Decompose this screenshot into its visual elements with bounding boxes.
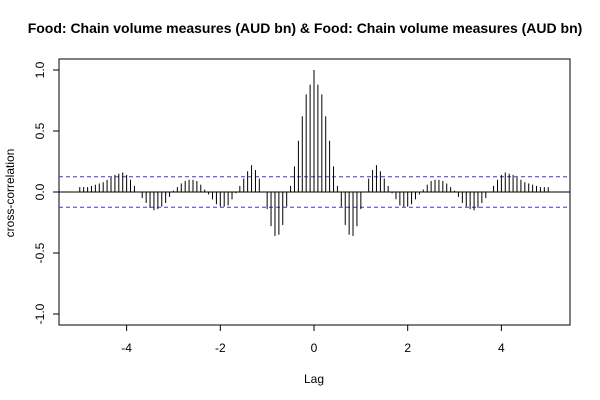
x-tick-label: 0 [311,341,318,355]
y-tick-label: -1.0 [33,303,47,324]
x-tick-label: -2 [215,341,226,355]
y-tick-label: -0.5 [33,242,47,263]
x-tick-label: 4 [498,341,505,355]
chart-title: Food: Chain volume measures (AUD bn) & F… [28,20,583,36]
y-tick-label: 0.0 [33,183,47,200]
x-tick-label: -4 [121,341,132,355]
y-tick-label: 0.5 [33,122,47,139]
plot-area: -4 -2 0 2 4 -1.0 -0.5 0.0 0.5 1.0 [33,58,571,355]
y-axis-label: cross-correlation [3,149,17,238]
x-axis-label: Lag [304,372,324,386]
x-tick-label: 2 [404,341,411,355]
y-tick-label: 1.0 [33,61,47,78]
